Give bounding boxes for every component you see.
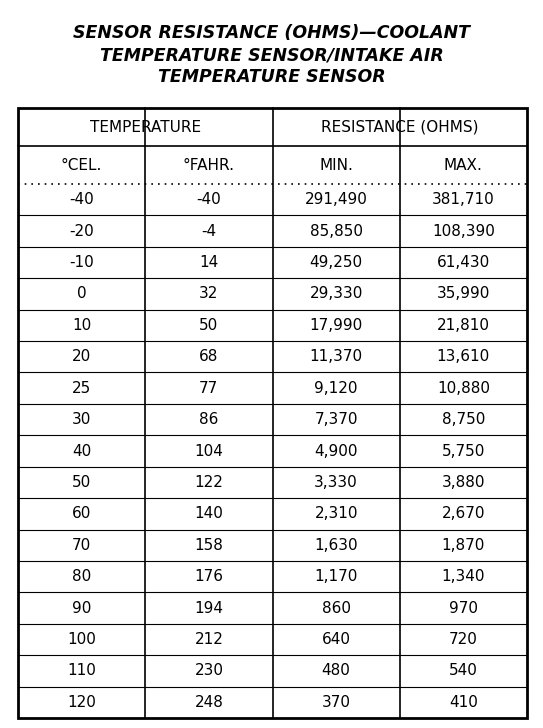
Text: 194: 194 [194,601,223,616]
Text: °CEL.: °CEL. [61,157,102,173]
Text: -20: -20 [70,223,94,239]
Text: 1,340: 1,340 [441,569,485,584]
Text: 480: 480 [321,663,351,678]
Text: 212: 212 [194,632,223,647]
Text: 40: 40 [72,443,91,459]
Text: RESISTANCE (OHMS): RESISTANCE (OHMS) [321,119,478,135]
Text: 230: 230 [194,663,223,678]
Text: 50: 50 [199,318,218,333]
Text: 13,610: 13,610 [437,349,490,364]
Text: 60: 60 [72,506,91,521]
Text: 11,370: 11,370 [310,349,363,364]
Text: TEMPERATURE SENSOR: TEMPERATURE SENSOR [157,68,386,86]
Text: 49,250: 49,250 [310,255,363,270]
Text: 370: 370 [321,695,351,710]
Text: 8,750: 8,750 [441,412,485,427]
Text: 10,880: 10,880 [437,381,490,396]
Text: 381,710: 381,710 [432,192,495,207]
Text: 860: 860 [321,601,351,616]
Text: -40: -40 [197,192,221,207]
Text: 4,900: 4,900 [314,443,358,459]
Text: 30: 30 [72,412,91,427]
Text: TEMPERATURE: TEMPERATURE [90,119,201,135]
Text: TEMPERATURE SENSOR/INTAKE AIR: TEMPERATURE SENSOR/INTAKE AIR [99,46,444,64]
Text: 50: 50 [72,475,91,490]
Text: 291,490: 291,490 [305,192,368,207]
Text: 25: 25 [72,381,91,396]
Text: 158: 158 [194,538,223,553]
Text: 970: 970 [449,601,478,616]
Text: 108,390: 108,390 [432,223,495,239]
Text: 29,330: 29,330 [310,286,363,301]
Text: °FAHR.: °FAHR. [183,157,235,173]
Text: SENSOR RESISTANCE (OHMS)—COOLANT: SENSOR RESISTANCE (OHMS)—COOLANT [73,24,470,42]
Text: 77: 77 [199,381,218,396]
Text: 10: 10 [72,318,91,333]
Text: 35,990: 35,990 [437,286,490,301]
Text: 122: 122 [194,475,223,490]
Text: 640: 640 [321,632,351,647]
Text: 61,430: 61,430 [437,255,490,270]
Text: 86: 86 [199,412,219,427]
Text: 0: 0 [77,286,86,301]
Text: 248: 248 [194,695,223,710]
Text: 176: 176 [194,569,223,584]
Text: 104: 104 [194,443,223,459]
Text: -10: -10 [70,255,94,270]
Text: 90: 90 [72,601,91,616]
Text: 21,810: 21,810 [437,318,490,333]
Text: -40: -40 [70,192,94,207]
Text: 3,880: 3,880 [441,475,485,490]
Text: 100: 100 [67,632,96,647]
Text: 9,120: 9,120 [314,381,358,396]
Text: 68: 68 [199,349,219,364]
Bar [18,108,527,718]
Text: 110: 110 [67,663,96,678]
Text: 5,750: 5,750 [441,443,485,459]
Text: 140: 140 [194,506,223,521]
Text: MAX.: MAX. [444,157,483,173]
Text: 7,370: 7,370 [314,412,358,427]
Text: MIN.: MIN. [319,157,353,173]
Text: 1,630: 1,630 [314,538,358,553]
Text: 2,310: 2,310 [314,506,358,521]
Text: 3,330: 3,330 [314,475,358,490]
Text: 70: 70 [72,538,91,553]
Text: 32: 32 [199,286,219,301]
Text: 80: 80 [72,569,91,584]
Text: 17,990: 17,990 [310,318,363,333]
Text: 540: 540 [449,663,478,678]
Text: 410: 410 [449,695,478,710]
Text: 1,870: 1,870 [441,538,485,553]
Text: 14: 14 [199,255,218,270]
Text: 85,850: 85,850 [310,223,363,239]
Text: 120: 120 [67,695,96,710]
Text: 1,170: 1,170 [314,569,358,584]
Text: 20: 20 [72,349,91,364]
Text: -4: -4 [201,223,217,239]
Text: 2,670: 2,670 [441,506,485,521]
Text: 720: 720 [449,632,478,647]
